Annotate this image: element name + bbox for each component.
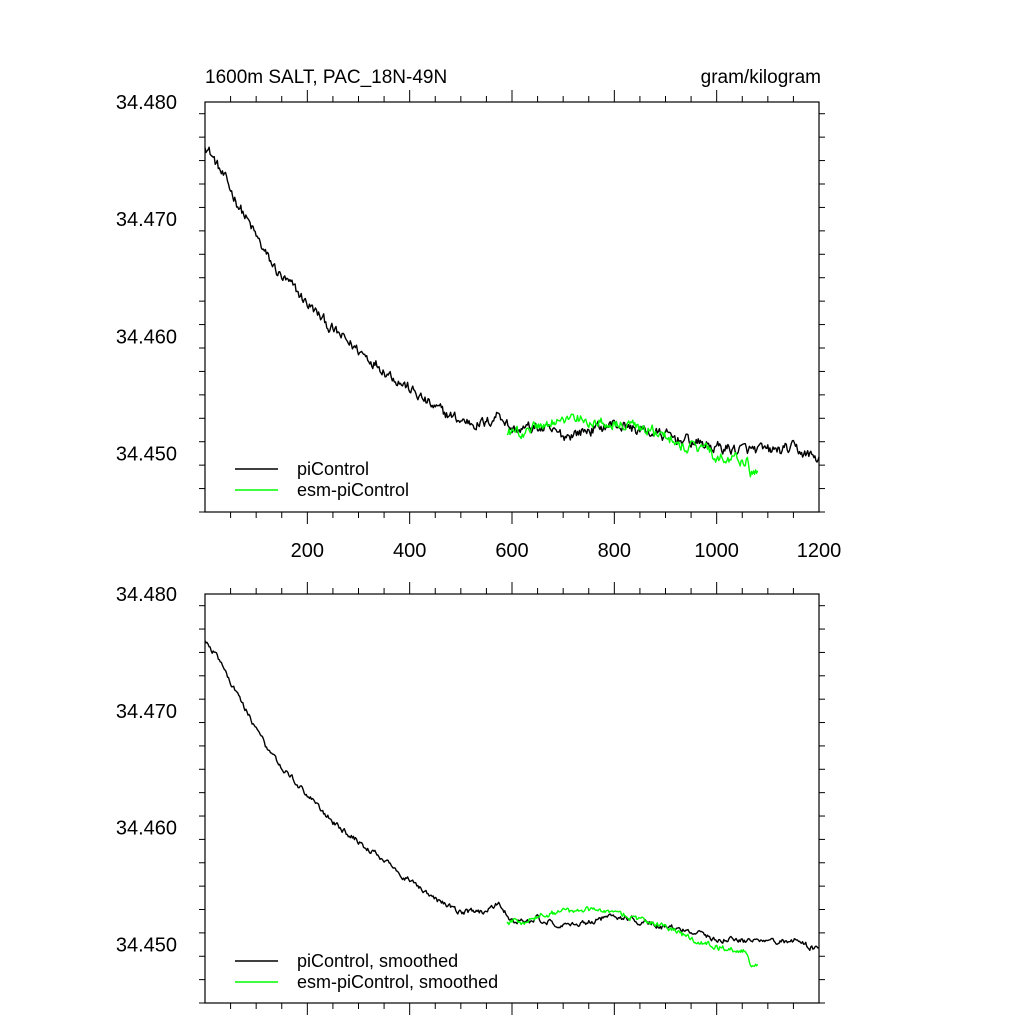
series-line-picontrol <box>204 146 820 463</box>
y-tick-label: 34.480 <box>116 92 177 114</box>
y-tick-label: 34.470 <box>116 701 177 723</box>
y-tick-label: 34.460 <box>116 326 177 348</box>
y-tick-label: 34.450 <box>116 443 177 465</box>
panel-top: 200 400 600 800 1000 1200 34.480 34.470 34.460 34… <box>116 67 841 562</box>
legend-label: esm-piControl, smoothed <box>297 972 498 992</box>
y-tick-label: 34.460 <box>116 818 177 840</box>
y-tick-label: 34.480 <box>116 584 177 606</box>
x-tick-label: 400 <box>393 540 426 562</box>
y-tick-label: 34.450 <box>116 935 177 957</box>
x-tick-label: 600 <box>495 540 528 562</box>
panel-bottom: 34.480 34.470 34.460 34.450 piControl, smoot… <box>116 582 825 1015</box>
x-tick-label: 1200 <box>797 540 842 562</box>
plot-frame <box>204 101 820 513</box>
series-line-picontrol-smoothed <box>204 640 820 951</box>
x-tick-label: 1000 <box>694 540 739 562</box>
legend-label: esm-piControl <box>297 480 409 500</box>
chart-title: 1600m SALT, PAC_18N-49N <box>205 67 447 88</box>
legend-label: piControl <box>297 459 369 479</box>
series-line-esm-picontrol-smoothed <box>506 906 759 968</box>
x-tick-label: 200 <box>291 540 324 562</box>
units-label: gram/kilogram <box>701 67 821 88</box>
y-tick-label: 34.470 <box>116 209 177 231</box>
legend-label: piControl, smoothed <box>297 951 458 971</box>
series-line-esm-picontrol <box>506 413 759 478</box>
x-tick-label: 800 <box>598 540 631 562</box>
